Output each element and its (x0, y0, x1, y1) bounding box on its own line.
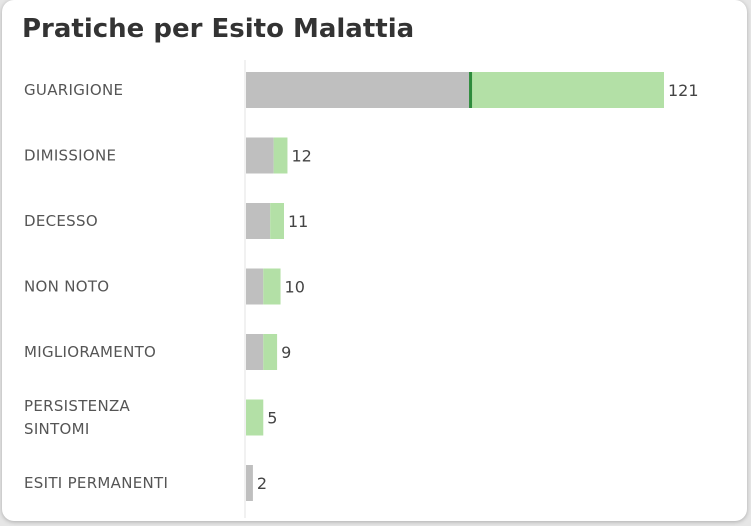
bar-segment-1[interactable] (246, 203, 271, 239)
value-label: 10 (285, 278, 305, 297)
bar-segment-1[interactable] (246, 334, 264, 370)
bar-segment-2[interactable] (246, 399, 264, 436)
bar-segment-2[interactable] (470, 72, 664, 108)
value-label: 9 (281, 343, 291, 362)
value-label: 5 (267, 409, 277, 428)
category-label: GUARIGIONE (24, 81, 123, 99)
chart-title: Pratiche per Esito Malattia (22, 14, 415, 44)
bar-segment-2[interactable] (263, 334, 278, 370)
bar-segment-1[interactable] (246, 72, 471, 108)
category-label: DIMISSIONE (24, 147, 116, 165)
value-label: 12 (291, 147, 311, 166)
bar-segment-2[interactable] (273, 137, 288, 174)
category-label: NON NOTO (24, 278, 109, 296)
bar-segment-1[interactable] (246, 137, 274, 174)
bar-segment-2[interactable] (270, 203, 284, 239)
value-label: 121 (668, 81, 699, 100)
bar-segment-2[interactable] (263, 268, 281, 305)
category-label: ESITI PERMANENTI (24, 474, 168, 492)
bar-divider-highlight (469, 72, 473, 108)
category-label: MIGLIORAMENTO (24, 343, 156, 361)
category-label: DECESSO (24, 212, 98, 230)
bar-segment-1[interactable] (246, 268, 264, 305)
bar-segment-1[interactable] (246, 465, 253, 501)
category-label: PERSISTENZA SINTOMI (24, 397, 131, 438)
value-label: 2 (257, 474, 267, 493)
value-label: 11 (288, 212, 308, 231)
